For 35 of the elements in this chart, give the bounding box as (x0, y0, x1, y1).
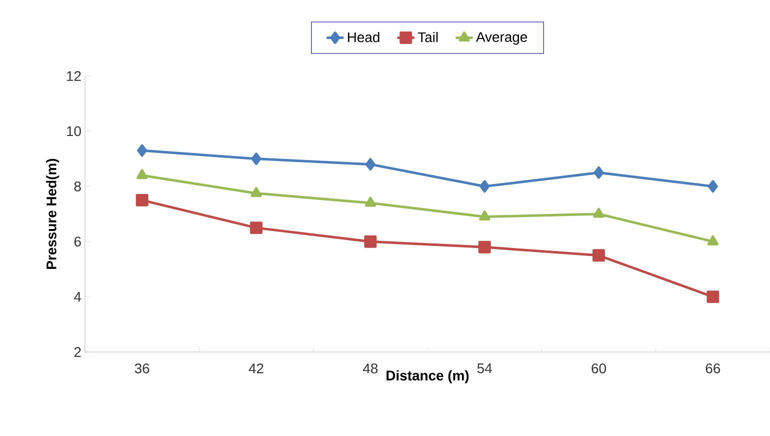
legend-label: Tail (418, 32, 438, 42)
x-tick-label: 60 (592, 363, 606, 374)
y-tick-label: 4 (74, 292, 82, 302)
point (479, 210, 490, 220)
y-tick-label: 2 (74, 347, 81, 357)
point (480, 180, 490, 193)
point (706, 290, 720, 304)
point (250, 222, 262, 234)
x-tick-label: 42 (248, 363, 264, 374)
point (136, 169, 148, 180)
point (137, 144, 148, 157)
point (365, 158, 376, 171)
point (136, 194, 148, 206)
point (250, 187, 262, 198)
x-axis-title: Distance (m) (386, 370, 469, 384)
x-tick-label: 36 (134, 363, 150, 374)
y-axis-title: Pressure Hed(m) (46, 158, 60, 269)
point (594, 166, 604, 179)
point (592, 249, 605, 262)
x-tick-label: 66 (706, 363, 720, 374)
y-tick-label: 6 (74, 236, 81, 247)
point (364, 235, 377, 248)
point (593, 208, 604, 218)
point (251, 152, 262, 166)
y-tick-label: 8 (74, 181, 81, 192)
y-tick-label: 12 (67, 71, 81, 81)
x-tick-label: 54 (477, 363, 492, 374)
x-tick-label: 48 (362, 363, 378, 374)
point (478, 240, 491, 254)
legend-label: Average (476, 32, 528, 45)
legend-label: Head (348, 32, 380, 42)
y-tick-label: 10 (67, 126, 81, 136)
point (708, 180, 718, 193)
point (364, 196, 376, 207)
point (707, 235, 718, 246)
